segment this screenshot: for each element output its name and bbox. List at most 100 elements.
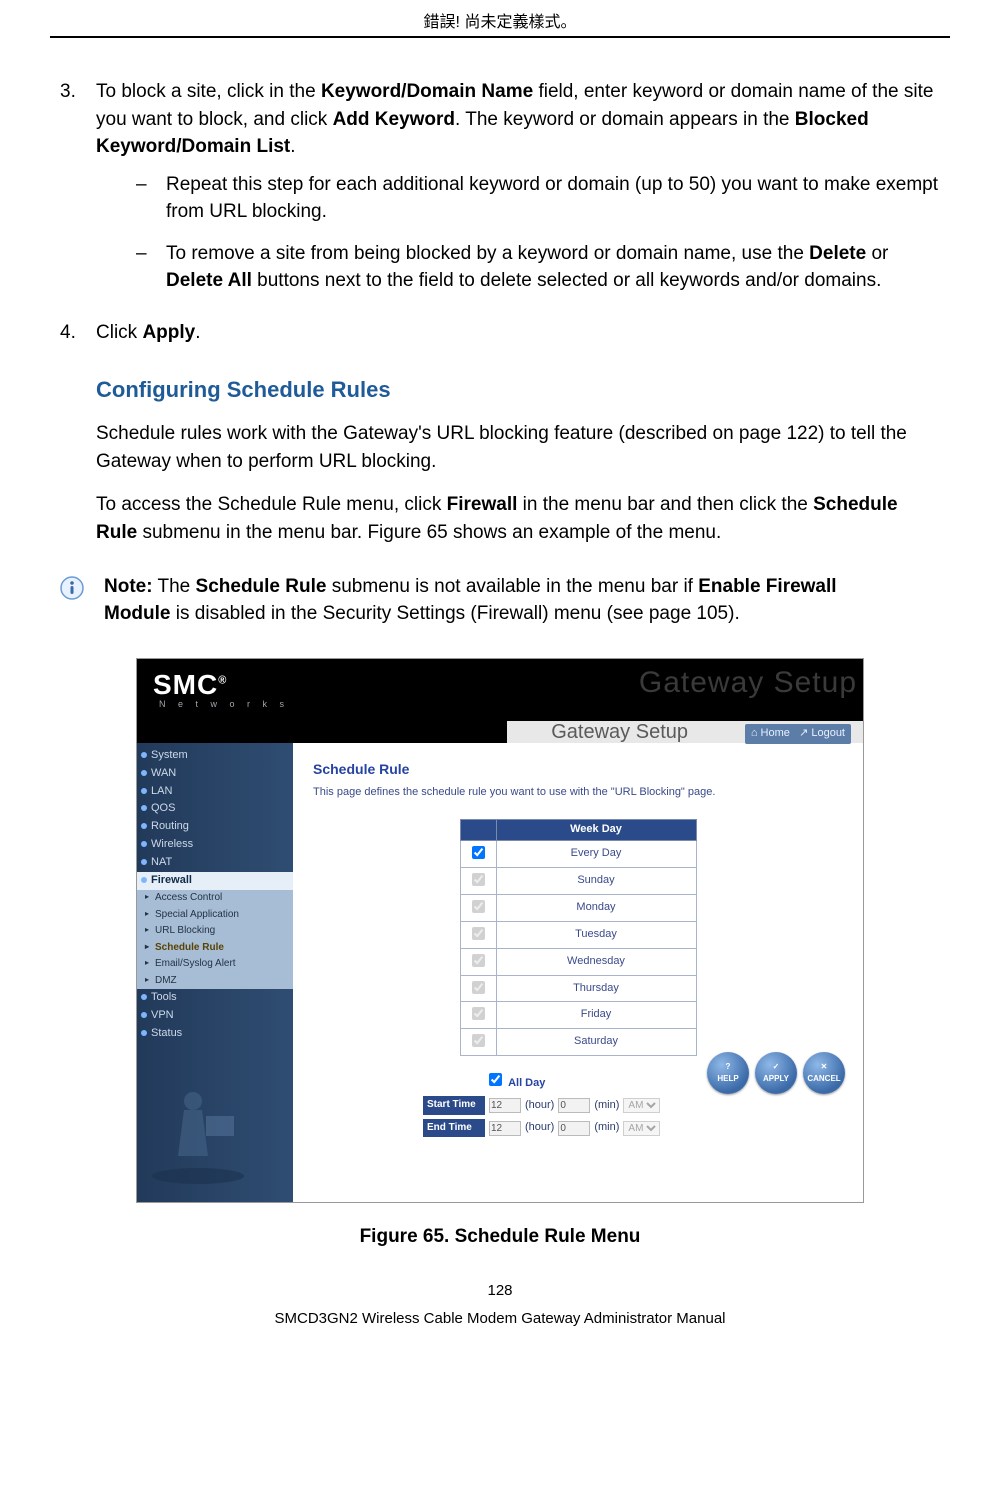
- hour-label: (hour): [525, 1120, 554, 1136]
- t: The: [153, 576, 196, 597]
- section-p1: Schedule rules work with the Gateway's U…: [96, 420, 940, 475]
- day-checkbox-cell: [460, 894, 496, 921]
- shot-sidebar: SystemWANLANQOSRoutingWirelessNATFirewal…: [137, 743, 293, 1203]
- start-time-row: Start Time (hour) (min) AM: [423, 1096, 843, 1115]
- days-table: Week Day Every DaySundayMondayTuesdayWed…: [460, 819, 697, 1056]
- home-icon: ⌂: [751, 727, 761, 739]
- day-checkbox-cell: [460, 1002, 496, 1029]
- day-label: Sunday: [496, 867, 696, 894]
- sidebar-subitem-url-blocking[interactable]: URL Blocking: [137, 923, 293, 940]
- day-label: Tuesday: [496, 921, 696, 948]
- start-ampm-select[interactable]: AM: [623, 1098, 660, 1113]
- day-checkbox[interactable]: [472, 954, 485, 967]
- start-hour-input[interactable]: [489, 1098, 521, 1113]
- cancel-button[interactable]: ✕CANCEL: [803, 1052, 845, 1094]
- t-bold: Delete: [809, 243, 866, 264]
- logout-icon: ↗: [799, 727, 811, 739]
- end-time-label: End Time: [423, 1119, 485, 1138]
- sidebar-item-qos[interactable]: QOS: [137, 800, 293, 818]
- sidebar-item-nat[interactable]: NAT: [137, 854, 293, 872]
- apply-label: APPLY: [763, 1073, 789, 1085]
- nav-home[interactable]: Home: [761, 727, 790, 739]
- t: To remove a site from being blocked by a…: [166, 243, 809, 264]
- end-min-input[interactable]: [558, 1121, 590, 1136]
- start-min-input[interactable]: [558, 1098, 590, 1113]
- nav-links[interactable]: ⌂ Home ↗ Logout: [745, 724, 851, 744]
- sidebar-subitem-dmz[interactable]: DMZ: [137, 973, 293, 990]
- note-label: Note:: [104, 576, 153, 597]
- sidebar-item-firewall[interactable]: Firewall: [137, 872, 293, 890]
- day-checkbox[interactable]: [472, 873, 485, 886]
- sidebar-subitem-schedule-rule[interactable]: Schedule Rule: [137, 940, 293, 957]
- info-icon: [60, 576, 84, 600]
- end-hour-input[interactable]: [489, 1121, 521, 1136]
- t: . The keyword or domain appears in the: [455, 109, 795, 130]
- step-3-number: 3.: [60, 78, 96, 309]
- sidebar-item-vpn[interactable]: VPN: [137, 1007, 293, 1025]
- end-ampm-select[interactable]: AM: [623, 1121, 660, 1136]
- day-checkbox[interactable]: [472, 1034, 485, 1047]
- t: or: [866, 243, 888, 264]
- start-time-label: Start Time: [423, 1096, 485, 1115]
- day-checkbox[interactable]: [472, 900, 485, 913]
- day-label: Every Day: [496, 840, 696, 867]
- sidebar-subitem-email-syslog-alert[interactable]: Email/Syslog Alert: [137, 956, 293, 973]
- t-bold: Delete All: [166, 270, 252, 291]
- apply-button[interactable]: ✓APPLY: [755, 1052, 797, 1094]
- sidebar-item-tools[interactable]: Tools: [137, 989, 293, 1007]
- hour-label: (hour): [525, 1098, 554, 1114]
- day-checkbox[interactable]: [472, 981, 485, 994]
- sidebar-item-routing[interactable]: Routing: [137, 818, 293, 836]
- sub-body: Repeat this step for each additional key…: [166, 171, 940, 226]
- day-row: Every Day: [460, 840, 696, 867]
- sidebar-item-wan[interactable]: WAN: [137, 765, 293, 783]
- day-checkbox[interactable]: [472, 846, 485, 859]
- t-bold: Apply: [142, 322, 195, 343]
- cancel-icon: ✕: [821, 1061, 828, 1073]
- t: Click: [96, 322, 142, 343]
- day-checkbox-cell: [460, 948, 496, 975]
- t: is disabled in the Security Settings (Fi…: [171, 603, 740, 624]
- t-bold: Keyword/Domain Name: [321, 81, 533, 102]
- t: in the menu bar and then click the: [517, 494, 813, 515]
- shot-subhead: Gateway Setup ⌂ Home ↗ Logout: [137, 721, 863, 743]
- sidebar-subitem-access-control[interactable]: Access Control: [137, 890, 293, 907]
- page-footer: 128 SMCD3GN2 Wireless Cable Modem Gatewa…: [60, 1280, 940, 1330]
- day-checkbox-cell: [460, 1029, 496, 1056]
- sidebar-item-system[interactable]: System: [137, 747, 293, 765]
- sidebar-art: [143, 1066, 253, 1186]
- day-label: Friday: [496, 1002, 696, 1029]
- dash: –: [136, 240, 166, 295]
- step-3-sub-2: – To remove a site from being blocked by…: [136, 240, 940, 295]
- sidebar-item-status[interactable]: Status: [137, 1025, 293, 1043]
- note-block: Note: The Schedule Rule submenu is not a…: [60, 574, 940, 627]
- screenshot-schedule-rule: SMC® N e t w o r k s Gateway Setup Gatew…: [136, 658, 864, 1203]
- day-checkbox[interactable]: [472, 1007, 485, 1020]
- step-4: 4. Click Apply.: [60, 319, 940, 347]
- footer-text: SMCD3GN2 Wireless Cable Modem Gateway Ad…: [60, 1308, 940, 1330]
- day-label: Wednesday: [496, 948, 696, 975]
- sidebar-subitem-special-application[interactable]: Special Application: [137, 907, 293, 924]
- step-4-body: Click Apply.: [96, 319, 940, 347]
- sub-body: To remove a site from being blocked by a…: [166, 240, 940, 295]
- all-day-checkbox[interactable]: [489, 1073, 502, 1086]
- t-bold: Schedule Rule: [196, 576, 327, 597]
- step-3-sub-1: – Repeat this step for each additional k…: [136, 171, 940, 226]
- ghost-title: Gateway Setup: [639, 661, 857, 705]
- sidebar-item-lan[interactable]: LAN: [137, 783, 293, 801]
- day-row: Sunday: [460, 867, 696, 894]
- t: To access the Schedule Rule menu, click: [96, 494, 447, 515]
- figure-caption: Figure 65. Schedule Rule Menu: [60, 1223, 940, 1251]
- t-bold: Firewall: [447, 494, 518, 515]
- nav-logout[interactable]: Logout: [811, 727, 845, 739]
- header-error: 錯誤! 尚未定義樣式。: [50, 0, 950, 36]
- th-weekday: Week Day: [496, 819, 696, 840]
- panel-title: Schedule Rule: [313, 759, 843, 779]
- logo-text: SMC: [153, 669, 218, 700]
- t: To block a site, click in the: [96, 81, 321, 102]
- t: .: [290, 136, 295, 157]
- help-button[interactable]: ?HELP: [707, 1052, 749, 1094]
- day-checkbox[interactable]: [472, 927, 485, 940]
- t: submenu is not available in the menu bar…: [326, 576, 698, 597]
- sidebar-item-wireless[interactable]: Wireless: [137, 836, 293, 854]
